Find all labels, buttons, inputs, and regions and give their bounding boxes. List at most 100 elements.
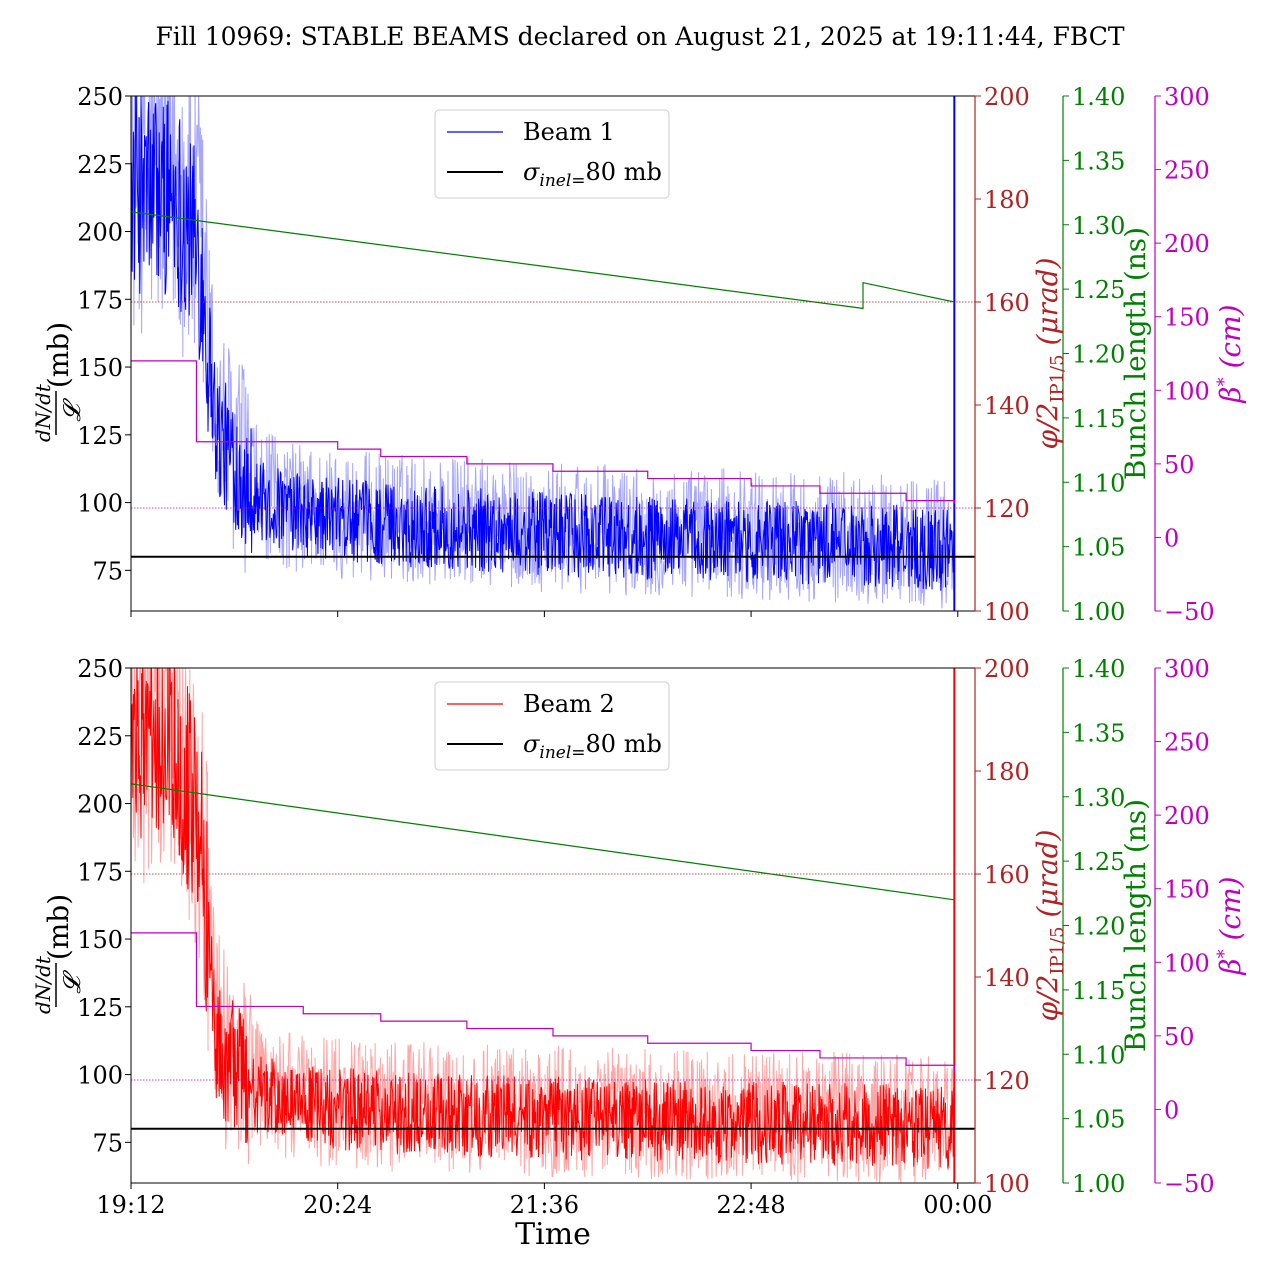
beta-label-main: β xyxy=(1214,386,1247,403)
bunch-tick-label: 1.10 xyxy=(1072,469,1125,497)
phi-tick-label: 180 xyxy=(984,186,1030,214)
bunch-tick-label: 1.15 xyxy=(1072,977,1125,1005)
beta-tick-label: 150 xyxy=(1164,876,1210,904)
bunch-tick-label: 1.20 xyxy=(1072,341,1125,369)
left-label-unit: (mb) xyxy=(42,322,75,388)
phi-tick-label: 200 xyxy=(984,83,1030,111)
phi-axis-label: φ/2IP1/5 (μrad) xyxy=(1031,829,1068,1021)
beta-tick-label: 100 xyxy=(1164,949,1210,977)
bunch-length-line xyxy=(131,783,955,901)
legend-beam-label: Beam 2 xyxy=(523,690,615,718)
beta-star-line xyxy=(131,360,955,504)
legend-sigma-sub: inel= xyxy=(539,171,585,191)
left-tick-label: 150 xyxy=(77,354,123,382)
left-tick-label: 225 xyxy=(77,723,123,751)
phi-tick-label: 120 xyxy=(984,1067,1030,1095)
legend-sigma-label: σinel=80 mb xyxy=(523,730,662,763)
phi-label-sub: IP1/5 xyxy=(1047,926,1068,974)
left-tick-label: 75 xyxy=(92,1129,123,1157)
beta-axis-label-text: β* (cm) xyxy=(1214,876,1247,975)
phi-axis-label: φ/2IP1/5 (μrad) xyxy=(1031,257,1068,449)
bunch-axis-label: Bunch length (ns) xyxy=(1119,799,1152,1052)
phi-label-unit: (μrad) xyxy=(1031,829,1064,926)
beam-envelope-line xyxy=(131,96,955,609)
bunch-length-line xyxy=(131,211,955,310)
bunch-axis-label-text: Bunch length (ns) xyxy=(1119,227,1152,480)
x-tick-label: 00:00 xyxy=(923,1191,992,1219)
legend-sigma-value: 80 mb xyxy=(586,158,662,186)
legend: Beam 1 σinel=80 mb xyxy=(434,109,670,199)
bunch-tick-label: 1.05 xyxy=(1072,534,1125,562)
bunch-axis-label: Bunch length (ns) xyxy=(1119,227,1152,480)
left-tick-label: 225 xyxy=(77,151,123,179)
left-tick-label: 100 xyxy=(77,1062,123,1090)
phi-axis-label-text: φ/2IP1/5 (μrad) xyxy=(1031,829,1068,1021)
phi-tick-label: 160 xyxy=(984,861,1030,889)
left-tick-label: 100 xyxy=(77,490,123,518)
beta-tick-label: 50 xyxy=(1164,451,1195,479)
bunch-tick-label: 1.30 xyxy=(1072,212,1125,240)
beta-axis-label-text: β* (cm) xyxy=(1214,304,1247,403)
beta-axis-label: β* (cm) xyxy=(1214,876,1247,975)
phi-axis-label-text: φ/2IP1/5 (μrad) xyxy=(1031,257,1068,449)
beta-tick-label: 200 xyxy=(1164,230,1210,258)
legend: Beam 2 σinel=80 mb xyxy=(434,681,670,771)
beta-tick-label: 300 xyxy=(1164,655,1210,683)
figure-title: Fill 10969: STABLE BEAMS declared on Aug… xyxy=(155,22,1124,51)
bunch-axis-label-text: Bunch length (ns) xyxy=(1119,799,1152,1052)
beta-label-unit: (cm) xyxy=(1214,876,1247,949)
bunch-tick-label: 1.05 xyxy=(1072,1106,1125,1134)
left-tick-label: 125 xyxy=(77,994,123,1022)
beta-tick-label: −50 xyxy=(1164,598,1215,626)
phi-tick-label: 200 xyxy=(984,655,1030,683)
beta-label-unit: (cm) xyxy=(1214,304,1247,377)
beta-tick-label: 200 xyxy=(1164,802,1210,830)
legend-beam-label: Beam 1 xyxy=(523,118,615,146)
beta-tick-label: 100 xyxy=(1164,377,1210,405)
legend-sigma-label: σinel=80 mb xyxy=(523,158,662,191)
bunch-tick-label: 1.15 xyxy=(1072,405,1125,433)
beam-line xyxy=(131,96,955,591)
phi-tick-label: 160 xyxy=(984,289,1030,317)
left-tick-label: 75 xyxy=(92,557,123,585)
beta-tick-label: 250 xyxy=(1164,729,1210,757)
legend-sigma-symbol: σ xyxy=(523,158,540,186)
phi-label-unit: (μrad) xyxy=(1031,257,1064,354)
phi-tick-label: 100 xyxy=(984,598,1030,626)
beta-label-sup: * xyxy=(1214,949,1235,958)
beta-axis-label: β* (cm) xyxy=(1214,304,1247,403)
left-tick-label: 175 xyxy=(77,858,123,886)
left-tick-label: 200 xyxy=(77,219,123,247)
bunch-tick-label: 1.40 xyxy=(1072,655,1125,683)
beta-label-main: β xyxy=(1214,958,1247,975)
x-tick-label: 21:36 xyxy=(510,1191,579,1219)
left-label-denominator: 𝓛 xyxy=(58,970,86,994)
bunch-tick-label: 1.00 xyxy=(1072,598,1125,626)
left-tick-label: 250 xyxy=(77,655,123,683)
plot-area xyxy=(131,96,975,611)
panel-top: 75 100 125 150 175 200 225 250 dN/dt 𝓛 (mb) 100 120 1… xyxy=(31,83,1247,626)
left-label-numerator: dN/dt xyxy=(31,383,55,442)
panel-bottom: 75 100 125 150 175 200 225 250 dN/dt 𝓛 (mb) 19:12 20… xyxy=(31,655,1247,1219)
left-tick-label: 125 xyxy=(77,422,123,450)
beta-tick-label: 0 xyxy=(1164,1096,1179,1124)
beta-tick-label: 250 xyxy=(1164,157,1210,185)
phi-label-main: φ/2 xyxy=(1031,975,1064,1022)
phi-tick-label: 120 xyxy=(984,495,1030,523)
legend-sigma-value: 80 mb xyxy=(586,730,662,758)
x-tick-label: 20:24 xyxy=(303,1191,372,1219)
left-label-unit: (mb) xyxy=(42,894,75,960)
phi-label-sub: IP1/5 xyxy=(1047,354,1068,402)
phi-tick-label: 100 xyxy=(984,1170,1030,1198)
left-axis-label: dN/dt 𝓛 (mb) xyxy=(31,894,86,1014)
bunch-tick-label: 1.25 xyxy=(1072,276,1125,304)
phi-tick-label: 180 xyxy=(984,758,1030,786)
beta-tick-label: −50 xyxy=(1164,1170,1215,1198)
x-tick-label: 19:12 xyxy=(96,1191,165,1219)
phi-tick-label: 140 xyxy=(984,392,1030,420)
x-tick-label: 22:48 xyxy=(716,1191,785,1219)
left-label-denominator: 𝓛 xyxy=(58,398,86,422)
beta-tick-label: 300 xyxy=(1164,83,1210,111)
